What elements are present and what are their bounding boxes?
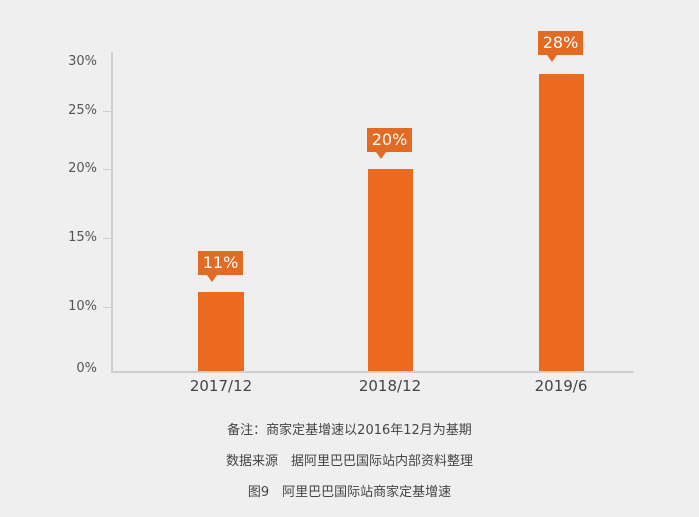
y-tick-label: 25% bbox=[68, 103, 97, 118]
x-tick-label: 2018/12 bbox=[358, 377, 422, 395]
y-tick-label: 0% bbox=[76, 361, 97, 376]
y-tick-label: 20% bbox=[68, 161, 97, 176]
y-tick bbox=[103, 111, 111, 112]
y-tick-label: 30% bbox=[68, 54, 97, 69]
x-tick-label: 2019/6 bbox=[534, 377, 588, 395]
y-tick-label: 15% bbox=[68, 230, 97, 245]
source-note: 数据来源 据阿里巴巴国际站内部资料整理 bbox=[225, 454, 473, 469]
bar-2019-6 bbox=[539, 74, 584, 371]
x-axis bbox=[111, 371, 634, 373]
y-tick bbox=[103, 169, 111, 170]
bar-2018-12 bbox=[368, 169, 413, 371]
value-label: 20% bbox=[367, 128, 412, 159]
y-tick bbox=[103, 238, 111, 239]
figure-caption: 图9 阿里巴巴国际站商家定基增速 bbox=[247, 485, 452, 500]
y-axis bbox=[111, 52, 113, 373]
value-label: 11% bbox=[198, 251, 243, 282]
y-tick-label: 10% bbox=[68, 299, 97, 314]
value-label: 28% bbox=[538, 31, 583, 62]
bar-2017-12 bbox=[198, 292, 244, 371]
x-tick-label: 2017/12 bbox=[189, 377, 253, 395]
remark-note: 备注：商家定基增速以2016年12月为基期 bbox=[227, 423, 472, 438]
y-tick bbox=[103, 307, 111, 308]
